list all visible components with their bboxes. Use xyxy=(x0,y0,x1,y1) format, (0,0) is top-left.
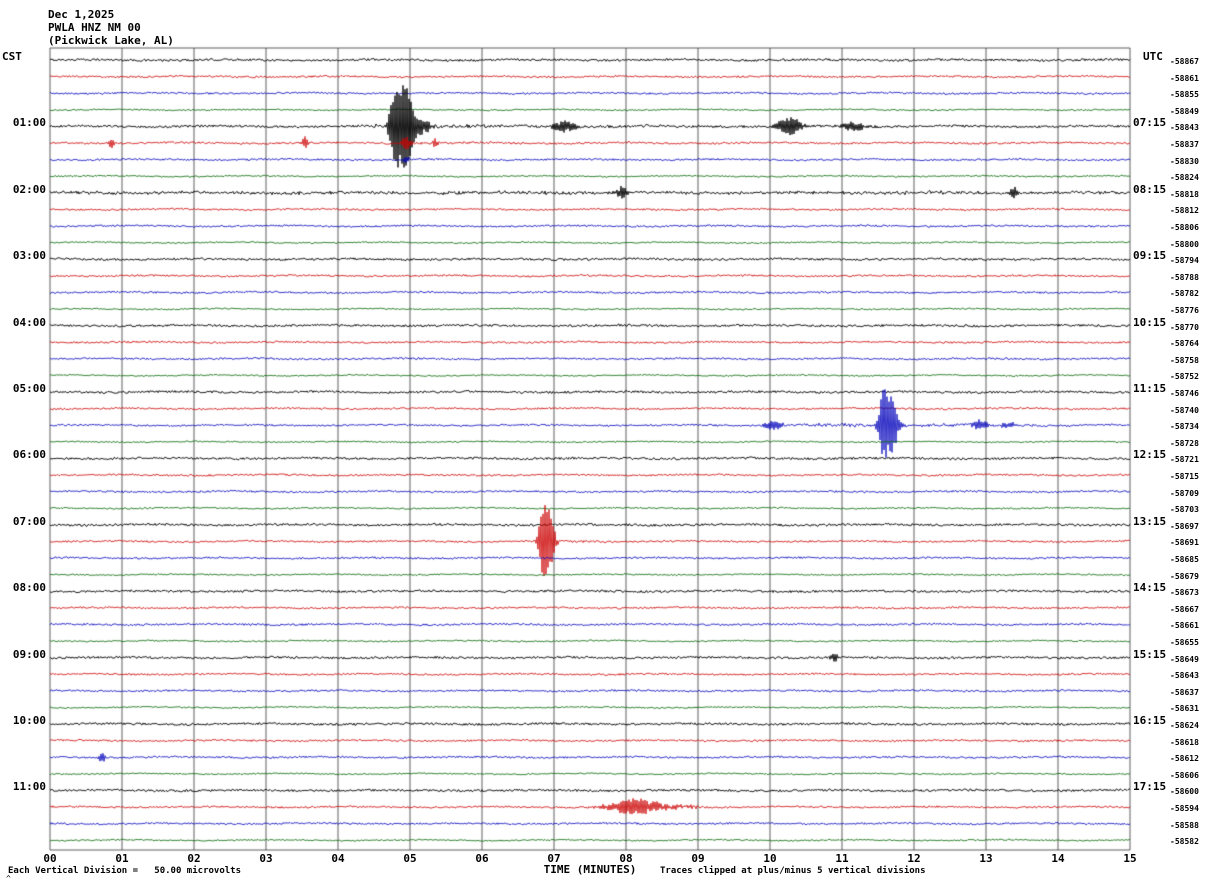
counts-value-label: -58588 xyxy=(1170,820,1199,830)
left-timezone-label: CST xyxy=(2,50,22,63)
x-tick-label: 07 xyxy=(547,852,561,865)
counts-value-label: -58776 xyxy=(1170,306,1199,315)
counts-value-label: -58624 xyxy=(1170,721,1199,730)
counts-value-label: -58606 xyxy=(1170,770,1199,780)
left-hour-label: 07:00 xyxy=(12,514,46,528)
x-tick-label: 14 xyxy=(1051,852,1065,865)
utc-hour-label: 09:15 xyxy=(1133,249,1167,263)
counts-value-label: -58618 xyxy=(1170,737,1199,747)
left-hour-label: 01:00 xyxy=(12,116,46,130)
x-axis-title: TIME (MINUTES) xyxy=(543,863,637,876)
counts-value-label: -58782 xyxy=(1170,289,1199,299)
counts-value-label: -58818 xyxy=(1170,189,1199,199)
counts-value-label: -58861 xyxy=(1170,73,1199,83)
left-hour-label: 08:00 xyxy=(12,581,46,595)
counts-value-label: -58800 xyxy=(1170,239,1199,249)
x-tick-label: 06 xyxy=(475,852,489,865)
counts-value-label: -58788 xyxy=(1170,272,1199,282)
utc-hour-label: 12:15 xyxy=(1133,448,1167,462)
counts-value-label: -58691 xyxy=(1170,538,1199,548)
counts-value-label: -58697 xyxy=(1170,521,1199,531)
counts-value-label: -58673 xyxy=(1170,588,1199,598)
counts-value-label: -58643 xyxy=(1170,671,1199,681)
x-tick-label: 13 xyxy=(979,852,993,865)
counts-value-label: -58679 xyxy=(1170,571,1199,581)
x-tick-label: 02 xyxy=(187,852,201,865)
counts-value-label: -58746 xyxy=(1170,389,1199,398)
x-tick-label: 12 xyxy=(907,852,921,865)
counts-value-label: -58824 xyxy=(1170,173,1199,183)
counts-value-label: -58709 xyxy=(1170,488,1199,498)
header-station-location: (Pickwick Lake, AL) xyxy=(48,34,174,47)
right-timezone-label: UTC xyxy=(1143,50,1163,63)
counts-value-label: -58667 xyxy=(1170,604,1199,614)
utc-hour-label: 15:15 xyxy=(1133,647,1167,661)
counts-value-label: -58661 xyxy=(1170,621,1199,631)
header-station-code: PWLA HNZ NM 00 xyxy=(48,21,141,34)
counts-value-label: -58649 xyxy=(1170,654,1199,664)
scale-footnote: Each Vertical Division = 50.00 microvolt… xyxy=(8,866,241,876)
counts-value-label: -58612 xyxy=(1170,754,1199,764)
counts-value-label: -58655 xyxy=(1170,638,1199,647)
left-hour-label: 06:00 xyxy=(12,448,46,462)
counts-value-label: -58685 xyxy=(1170,555,1199,564)
x-tick-label: 10 xyxy=(763,852,777,865)
counts-value-label: -58631 xyxy=(1170,704,1199,714)
counts-value-label: -58582 xyxy=(1170,837,1199,847)
counts-value-label: -58764 xyxy=(1170,339,1199,349)
counts-value-label: -58758 xyxy=(1170,355,1199,365)
x-tick-label: 08 xyxy=(619,852,633,865)
counts-value-label: -58600 xyxy=(1170,787,1199,797)
left-hour-label: 10:00 xyxy=(12,714,46,727)
x-tick-label: 11 xyxy=(835,852,849,865)
counts-value-label: -58752 xyxy=(1170,372,1199,382)
counts-value-label: -58770 xyxy=(1170,322,1199,332)
x-tick-label: 05 xyxy=(403,852,417,865)
utc-hour-label: 17:15 xyxy=(1133,780,1167,794)
x-tick-label: 00 xyxy=(43,852,57,865)
counts-value-label: -58867 xyxy=(1170,57,1199,66)
left-hour-label: 09:00 xyxy=(12,647,46,661)
counts-value-label: -58843 xyxy=(1170,123,1199,133)
counts-value-label: -58812 xyxy=(1170,206,1199,216)
counts-value-label: -58806 xyxy=(1170,223,1199,232)
left-hour-label: 05:00 xyxy=(12,382,46,395)
counts-value-label: -58837 xyxy=(1170,140,1199,149)
clip-footnote: Traces clipped at plus/minus 5 vertical … xyxy=(660,866,926,876)
counts-value-label: -58637 xyxy=(1170,687,1199,697)
utc-hour-label: 14:15 xyxy=(1133,581,1167,595)
left-hour-label: 03:00 xyxy=(12,249,46,263)
x-tick-label: 01 xyxy=(115,852,129,865)
left-hour-label: 02:00 xyxy=(12,182,46,196)
left-hour-label: 11:00 xyxy=(12,780,46,794)
utc-hour-label: 10:15 xyxy=(1133,315,1167,329)
counts-value-label: -58715 xyxy=(1170,472,1199,481)
counts-value-label: -58703 xyxy=(1170,505,1199,515)
counts-value-label: -58794 xyxy=(1170,256,1199,266)
counts-value-label: -58849 xyxy=(1170,106,1199,116)
utc-hour-label: 16:15 xyxy=(1133,714,1167,727)
x-tick-label: 15 xyxy=(1123,852,1137,865)
x-tick-label: 09 xyxy=(691,852,705,865)
counts-value-label: -58721 xyxy=(1170,455,1199,465)
utc-hour-label: 11:15 xyxy=(1133,382,1167,395)
counts-value-label: -58734 xyxy=(1170,422,1199,432)
counts-value-label: -58728 xyxy=(1170,438,1199,448)
utc-hour-label: 13:15 xyxy=(1133,514,1167,528)
counts-value-label: -58740 xyxy=(1170,405,1199,415)
x-tick-label: 03 xyxy=(259,852,273,865)
header-date: Dec 1,2025 xyxy=(48,8,115,21)
counts-value-label: -58855 xyxy=(1170,90,1199,100)
counts-value-label: -58594 xyxy=(1170,804,1199,813)
x-tick-label: 04 xyxy=(331,852,345,865)
utc-hour-label: 08:15 xyxy=(1133,182,1167,196)
counts-value-label: -58830 xyxy=(1170,156,1199,166)
corner-mark: ^ xyxy=(6,874,11,883)
utc-hour-label: 07:15 xyxy=(1133,116,1167,130)
left-hour-label: 04:00 xyxy=(12,315,46,329)
